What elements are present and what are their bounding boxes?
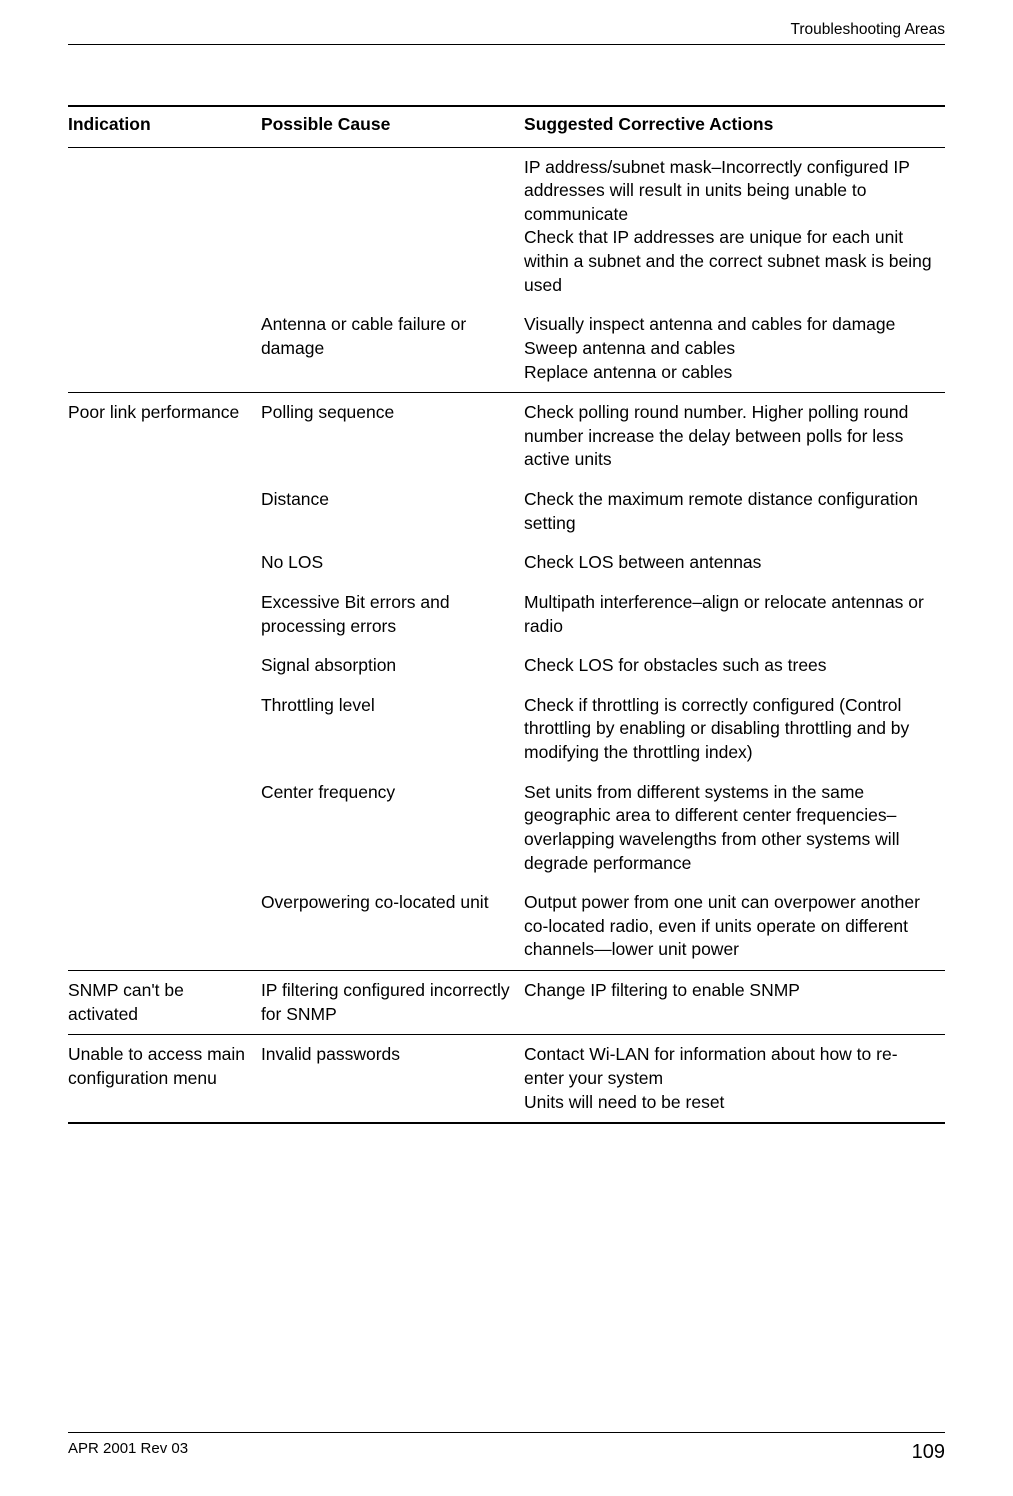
cell-cause: Polling sequence — [261, 393, 524, 480]
cell-actions: Check polling round number. Higher polli… — [524, 393, 945, 480]
col-cause: Possible Cause — [261, 106, 524, 147]
cell-cause: Throttling level — [261, 686, 524, 773]
cell-cause: Center frequency — [261, 773, 524, 884]
cell-actions: Check if throttling is correctly configu… — [524, 686, 945, 773]
action-line: Check LOS between antennas — [524, 551, 937, 575]
cell-indication: SNMP can't be activated — [68, 971, 261, 1035]
table-row: DistanceCheck the maximum remote distanc… — [68, 480, 945, 543]
col-indication: Indication — [68, 106, 261, 147]
cell-actions: Visually inspect antenna and cables for … — [524, 305, 945, 392]
cell-indication — [68, 773, 261, 884]
cell-actions: Set units from different systems in the … — [524, 773, 945, 884]
action-line: IP address/subnet mask–Incorrectly confi… — [524, 156, 937, 227]
cell-cause: Distance — [261, 480, 524, 543]
cell-actions: Check LOS between antennas — [524, 543, 945, 583]
cell-indication — [68, 305, 261, 392]
cell-actions: Multipath interference–align or relocate… — [524, 583, 945, 646]
cell-indication — [68, 686, 261, 773]
cell-actions: IP address/subnet mask–Incorrectly confi… — [524, 147, 945, 305]
table-row: Excessive Bit errors and processing erro… — [68, 583, 945, 646]
action-line: Check LOS for obstacles such as trees — [524, 654, 937, 678]
table-row: No LOSCheck LOS between antennas — [68, 543, 945, 583]
table-row: Center frequencySet units from different… — [68, 773, 945, 884]
troubleshooting-table: Indication Possible Cause Suggested Corr… — [68, 105, 945, 1124]
action-line: Sweep antenna and cables — [524, 337, 937, 361]
cell-indication — [68, 543, 261, 583]
table-row: Overpowering co-located unitOutput power… — [68, 883, 945, 970]
table-row: Antenna or cable failure or damageVisual… — [68, 305, 945, 392]
action-line: Units will need to be reset — [524, 1091, 937, 1115]
cell-indication — [68, 147, 261, 305]
table-row: IP address/subnet mask–Incorrectly confi… — [68, 147, 945, 305]
cell-cause: Invalid passwords — [261, 1035, 524, 1123]
table-row: Unable to access main configuration menu… — [68, 1035, 945, 1123]
action-line: Change IP filtering to enable SNMP — [524, 979, 937, 1003]
cell-indication: Poor link performance — [68, 393, 261, 480]
cell-actions: Check LOS for obstacles such as trees — [524, 646, 945, 686]
action-line: Output power from one unit can overpower… — [524, 891, 937, 962]
action-line: Set units from different systems in the … — [524, 781, 937, 876]
action-line: Check that IP addresses are unique for e… — [524, 226, 937, 297]
action-line: Check if throttling is correctly configu… — [524, 694, 937, 765]
action-line: Visually inspect antenna and cables for … — [524, 313, 937, 337]
page-footer: APR 2001 Rev 03 109 — [68, 1432, 945, 1466]
cell-actions: Check the maximum remote distance config… — [524, 480, 945, 543]
table-header-row: Indication Possible Cause Suggested Corr… — [68, 106, 945, 147]
action-line: Check polling round number. Higher polli… — [524, 401, 937, 472]
cell-indication — [68, 646, 261, 686]
cell-actions: Change IP filtering to enable SNMP — [524, 971, 945, 1035]
cell-indication — [68, 480, 261, 543]
table-row: Poor link performancePolling sequenceChe… — [68, 393, 945, 480]
cell-indication: Unable to access main configuration menu — [68, 1035, 261, 1123]
action-line: Multipath interference–align or relocate… — [524, 591, 937, 638]
footer-page-number: 109 — [912, 1439, 945, 1466]
cell-cause: Signal absorption — [261, 646, 524, 686]
cell-actions: Output power from one unit can overpower… — [524, 883, 945, 970]
action-line: Check the maximum remote distance config… — [524, 488, 937, 535]
col-actions: Suggested Corrective Actions — [524, 106, 945, 147]
cell-cause: Excessive Bit errors and processing erro… — [261, 583, 524, 646]
table-row: Throttling levelCheck if throttling is c… — [68, 686, 945, 773]
cell-indication — [68, 883, 261, 970]
cell-cause: Antenna or cable failure or damage — [261, 305, 524, 392]
cell-indication — [68, 583, 261, 646]
cell-cause — [261, 147, 524, 305]
action-line: Contact Wi-LAN for information about how… — [524, 1043, 937, 1090]
table-row: Signal absorptionCheck LOS for obstacles… — [68, 646, 945, 686]
page-header: Troubleshooting Areas — [68, 20, 945, 45]
table-row: SNMP can't be activatedIP filtering conf… — [68, 971, 945, 1035]
cell-actions: Contact Wi-LAN for information about how… — [524, 1035, 945, 1123]
footer-rev: APR 2001 Rev 03 — [68, 1439, 188, 1466]
cell-cause: IP filtering configured incorrectly for … — [261, 971, 524, 1035]
action-line: Replace antenna or cables — [524, 361, 937, 385]
cell-cause: Overpowering co-located unit — [261, 883, 524, 970]
section-title: Troubleshooting Areas — [790, 21, 945, 38]
page: Troubleshooting Areas Indication Possibl… — [0, 0, 1013, 1496]
cell-cause: No LOS — [261, 543, 524, 583]
